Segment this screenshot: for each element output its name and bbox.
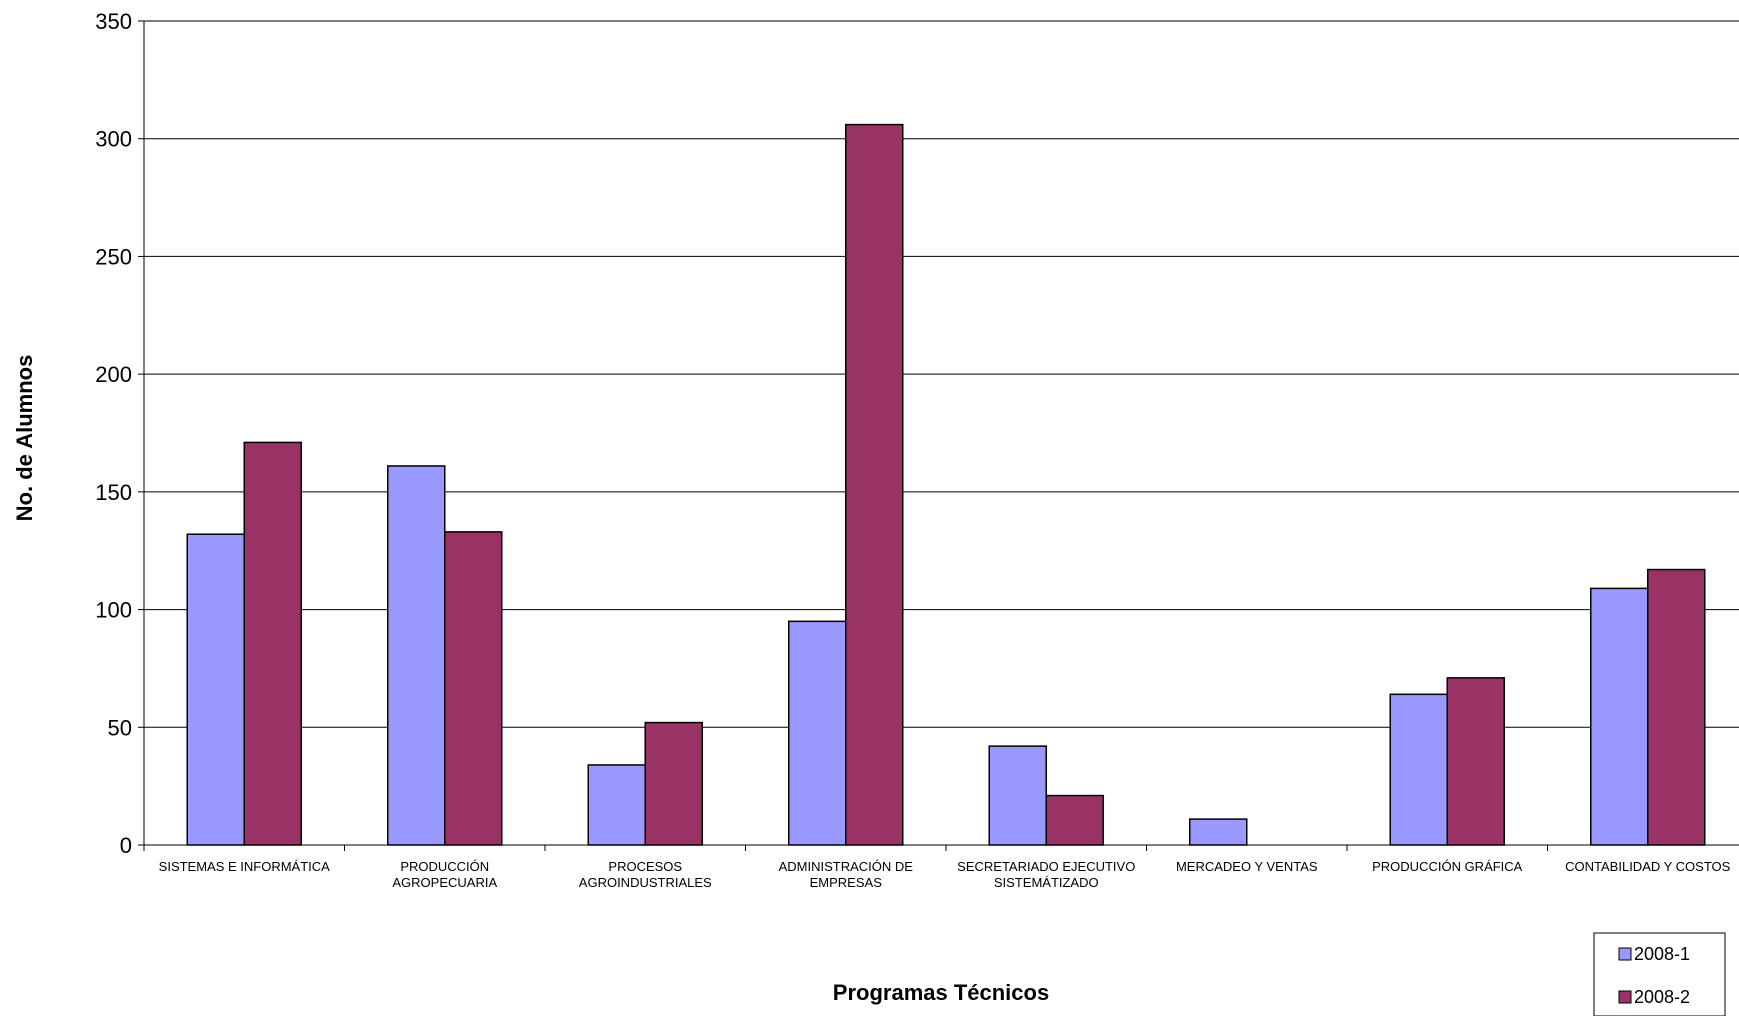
legend-swatch-2008-2 xyxy=(1618,990,1632,1004)
legend-label: 2008-1 xyxy=(1634,944,1690,964)
x-category-label: PRODUCCIÓN AGROPECUARIA xyxy=(392,859,497,890)
bar-2008-1 xyxy=(387,465,446,846)
x-category-label: SISTEMAS E INFORMÁTICA xyxy=(159,859,331,874)
y-tick-label: 350 xyxy=(95,9,132,34)
bar-2008-1 xyxy=(587,764,646,846)
y-tick-label: 200 xyxy=(95,362,132,387)
bar-2008-1 xyxy=(1189,818,1248,846)
bar-2008-2 xyxy=(444,531,503,846)
x-axis-title: Programas Técnicos xyxy=(833,980,1049,1005)
legend-label: 2008-2 xyxy=(1634,987,1690,1007)
y-tick-label: 250 xyxy=(95,244,132,269)
bar-2008-2 xyxy=(243,441,302,846)
y-tick-label: 100 xyxy=(95,598,132,623)
bar-2008-2 xyxy=(1647,568,1706,846)
bar-2008-1 xyxy=(1389,693,1448,846)
y-axis-title: No. de Alumnos xyxy=(12,355,37,522)
bar-2008-1 xyxy=(186,533,245,846)
bar-2008-1 xyxy=(1590,587,1649,846)
y-tick-label: 150 xyxy=(95,480,132,505)
bar-2008-2 xyxy=(1045,794,1104,846)
x-category-label: PRODUCCIÓN GRÁFICA xyxy=(1372,859,1523,874)
x-category-label: MERCADEO Y VENTAS xyxy=(1176,859,1318,874)
bar-2008-2 xyxy=(845,123,904,846)
legend-swatch-2008-1 xyxy=(1618,947,1632,961)
bar-2008-1 xyxy=(988,745,1047,846)
y-tick-label: 50 xyxy=(108,715,132,740)
x-category-label: CONTABILIDAD Y COSTOS xyxy=(1565,859,1731,874)
legend-box xyxy=(1593,932,1726,1016)
x-category-label: SECRETARIADO EJECUTIVO SISTEMÁTIZADO xyxy=(957,859,1135,890)
bar-2008-1 xyxy=(788,620,847,846)
bar-2008-2 xyxy=(644,721,703,846)
y-tick-label: 300 xyxy=(95,127,132,152)
bar-2008-2 xyxy=(1446,677,1505,846)
x-category-label: PROCESOS AGROINDUSTRIALES xyxy=(579,859,712,890)
y-tick-label: 0 xyxy=(120,833,132,858)
x-category-label: ADMINISTRACIÓN DE EMPRESAS xyxy=(779,859,914,890)
